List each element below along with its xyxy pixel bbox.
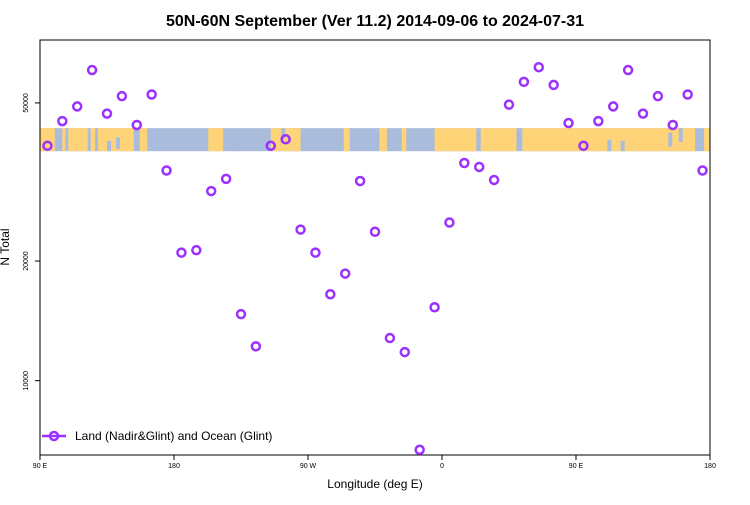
data-point <box>131 119 143 131</box>
data-point <box>652 90 664 102</box>
world-map-strip <box>40 128 710 152</box>
data-point <box>548 79 559 91</box>
data-point <box>697 165 708 176</box>
map-land-9 <box>343 128 350 152</box>
data-point <box>250 341 262 352</box>
map-inlet-4 <box>305 135 310 147</box>
data-point <box>310 247 321 258</box>
map-land-15 <box>704 128 710 152</box>
y-tick-label-1: 20000 <box>23 251 30 271</box>
chart-title: 50N-60N September (Ver 11.2) 2014-09-06 … <box>166 13 584 30</box>
data-point <box>622 64 634 76</box>
map-land-6 <box>208 128 224 152</box>
map-inlet-2 <box>232 141 237 152</box>
legend-label: Land (Nadir&Glint) and Ocean (Glint) <box>75 429 272 443</box>
map-land-3 <box>90 128 96 152</box>
data-point <box>488 174 500 186</box>
map-inlet-8 <box>668 132 673 147</box>
data-point <box>146 89 157 100</box>
data-point <box>42 140 53 152</box>
map-land-11 <box>401 128 407 152</box>
data-point <box>220 173 232 185</box>
y-tick-label-0: 10000 <box>23 371 30 391</box>
x-tick-label-5: 180 <box>704 463 716 470</box>
map-inlet-6 <box>607 139 612 152</box>
x-tick-label-3: 0 <box>440 463 444 470</box>
data-point <box>444 217 455 228</box>
data-point <box>563 117 574 129</box>
map-land-1 <box>62 128 66 152</box>
data-point <box>429 302 440 313</box>
data-point <box>369 226 381 238</box>
data-point <box>176 247 187 258</box>
data-point <box>295 224 306 235</box>
y-axis: 10000 20000 50000 <box>23 93 40 390</box>
data-point <box>57 115 68 127</box>
data-point <box>265 140 277 152</box>
data-point <box>235 308 247 320</box>
data-point <box>354 175 366 187</box>
data-point <box>667 119 679 131</box>
map-inlet-9 <box>678 128 683 142</box>
data-series <box>42 61 708 456</box>
data-point <box>399 346 411 358</box>
data-point <box>459 157 470 169</box>
data-point <box>518 76 530 88</box>
map-land-13 <box>480 128 517 152</box>
data-point <box>205 185 217 197</box>
data-point <box>384 332 396 344</box>
map-inlet-3 <box>281 128 286 139</box>
x-tick-label-1: 180 <box>168 463 180 470</box>
data-point <box>503 99 515 110</box>
legend-marker <box>48 430 60 442</box>
map-inlet-7 <box>620 140 625 152</box>
data-point <box>71 101 83 112</box>
data-point <box>325 288 336 300</box>
data-point <box>593 115 604 127</box>
data-point <box>414 444 425 456</box>
data-point <box>86 64 98 76</box>
data-point <box>161 165 172 176</box>
plot-frame <box>39 39 711 456</box>
data-point <box>280 134 291 145</box>
y-axis-label: N Total <box>0 228 12 265</box>
y-tick-label-2: 50000 <box>23 93 30 113</box>
data-point <box>473 161 485 173</box>
data-point <box>533 61 545 73</box>
map-land-5 <box>139 128 148 152</box>
map-land-12 <box>434 128 477 152</box>
data-point <box>339 268 351 279</box>
x-axis: 90 E 180 90 W 0 90 E 180 <box>33 455 716 470</box>
map-land-8 <box>290 128 301 152</box>
map-land-10 <box>379 128 387 152</box>
data-point <box>101 108 113 119</box>
data-point <box>191 244 202 256</box>
map-land-0 <box>40 128 55 152</box>
x-tick-label-4: 90 E <box>569 463 584 470</box>
data-point <box>578 140 589 152</box>
x-tick-label-2: 90 W <box>300 463 317 470</box>
x-tick-label-0: 90 E <box>33 463 48 470</box>
map-inlet-0 <box>107 140 111 152</box>
map-inlet-5 <box>389 132 394 145</box>
map-land-2 <box>68 128 88 152</box>
data-point <box>682 89 693 100</box>
legend: Land (Nadir&Glint) and Ocean (Glint) <box>42 429 272 443</box>
map-inlet-1 <box>115 137 120 149</box>
data-point <box>116 90 128 102</box>
x-axis-label: Longitude (deg E) <box>327 477 422 491</box>
data-point <box>607 101 619 112</box>
data-point <box>637 108 649 119</box>
